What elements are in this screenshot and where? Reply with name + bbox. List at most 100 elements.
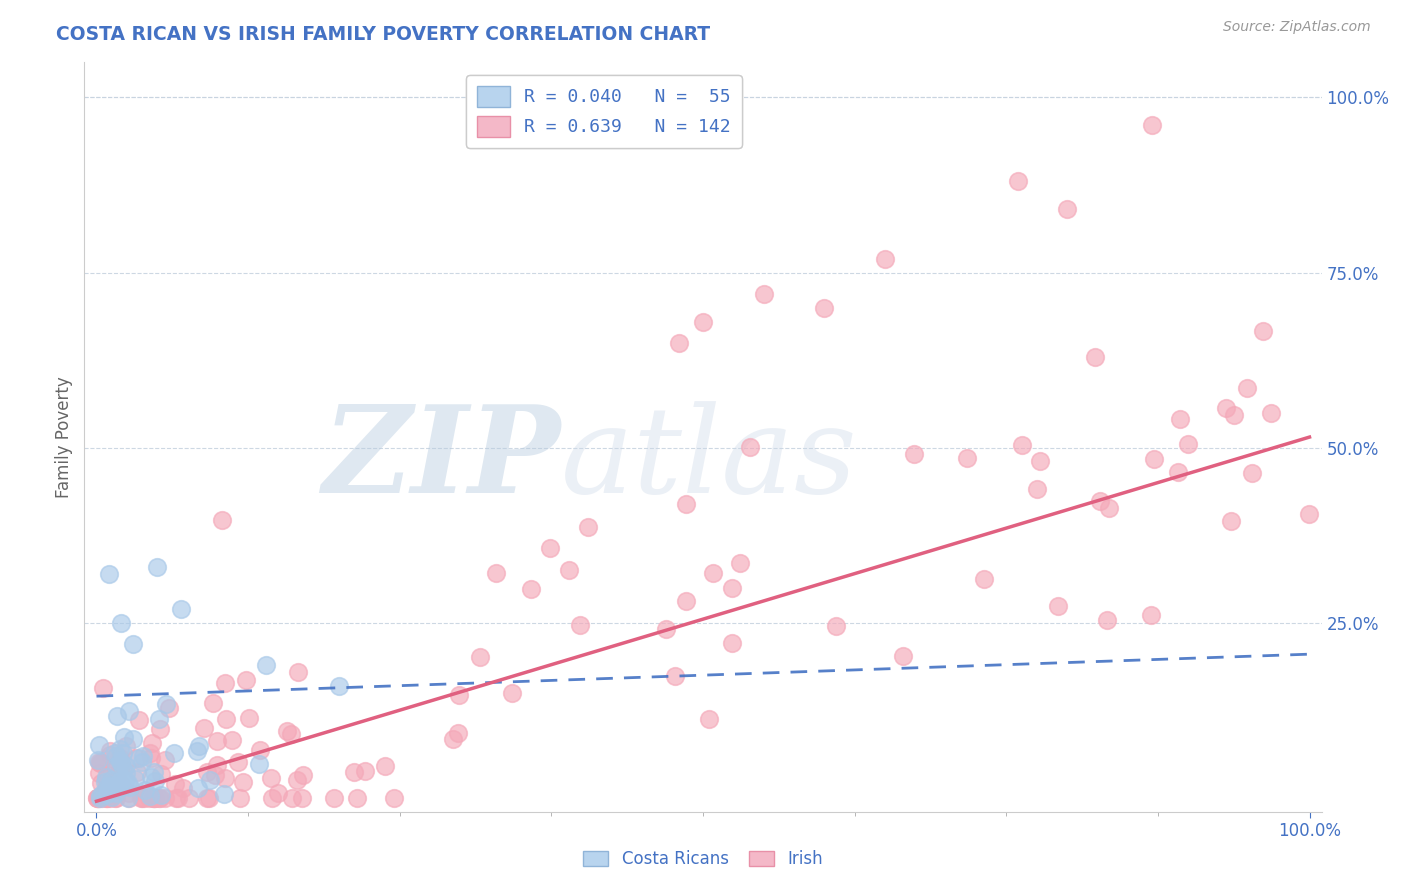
Point [96,790,118,805]
Point [118,785,141,799]
Point [105,786,128,800]
Point [125,765,148,780]
Point [891,649,914,664]
Point [266,786,288,800]
Point [155,697,177,711]
Point [1168,412,1191,426]
Point [104,746,127,760]
Point [139,746,162,760]
Point [485,566,508,581]
Point [186,744,208,758]
Point [143,790,166,805]
Point [157,700,180,714]
Point [558,563,581,577]
Point [153,753,176,767]
Point [226,755,249,769]
Point [89,790,111,805]
Point [108,762,131,776]
Point [114,773,136,788]
Point [692,314,714,328]
Point [142,765,165,780]
Point [104,790,127,805]
Point [98,744,121,758]
Point [98,747,121,762]
Point [1223,408,1246,422]
Point [221,733,243,747]
Point [447,688,470,702]
Point [148,790,170,805]
Point [249,742,271,756]
Point [1007,174,1029,188]
Point [142,790,165,805]
Point [94,782,117,797]
Point [655,622,678,636]
Point [374,759,396,773]
Point [132,790,155,805]
Point [702,566,724,580]
Point [90,776,112,790]
Text: atlas: atlas [561,401,858,518]
Point [96,770,118,784]
Point [235,673,257,688]
Point [343,764,366,779]
Point [150,767,173,781]
Point [96,790,118,805]
Point [89,789,111,804]
Point [96,777,118,791]
Point [96,790,118,805]
Point [212,787,235,801]
Point [1029,454,1052,468]
Point [956,450,979,465]
Point [1011,438,1033,452]
Point [211,512,233,526]
Point [101,789,124,804]
Point [187,780,209,795]
Point [254,657,277,672]
Point [131,756,153,770]
Point [120,780,142,794]
Point [97,566,120,581]
Point [118,790,141,805]
Point [118,704,141,718]
Point [1095,613,1118,627]
Legend: R = 0.040   N =  55, R = 0.639   N = 142: R = 0.040 N = 55, R = 0.639 N = 142 [467,75,741,147]
Point [110,615,132,630]
Point [90,756,112,770]
Point [973,572,995,586]
Point [101,772,124,786]
Point [170,601,193,615]
Point [98,780,121,795]
Point [139,789,162,803]
Point [100,772,122,787]
Point [111,772,134,787]
Point [232,775,254,789]
Point [1084,350,1107,364]
Point [128,713,150,727]
Point [1236,381,1258,395]
Point [824,619,846,633]
Point [1298,507,1320,521]
Point [89,738,111,752]
Point [201,696,224,710]
Point [214,676,236,690]
Point [117,775,139,789]
Point [98,790,121,805]
Point [115,765,138,780]
Point [1241,466,1264,480]
Point [108,775,131,789]
Point [262,790,284,805]
Point [728,556,751,570]
Point [142,790,165,805]
Point [205,757,228,772]
Point [108,750,131,764]
Point [149,790,172,805]
Point [1140,119,1163,133]
Point [382,790,405,805]
Point [1056,202,1078,217]
Point [148,722,170,736]
Point [94,775,117,789]
Point [166,790,188,805]
Point [205,734,228,748]
Point [153,790,176,805]
Point [104,790,127,805]
